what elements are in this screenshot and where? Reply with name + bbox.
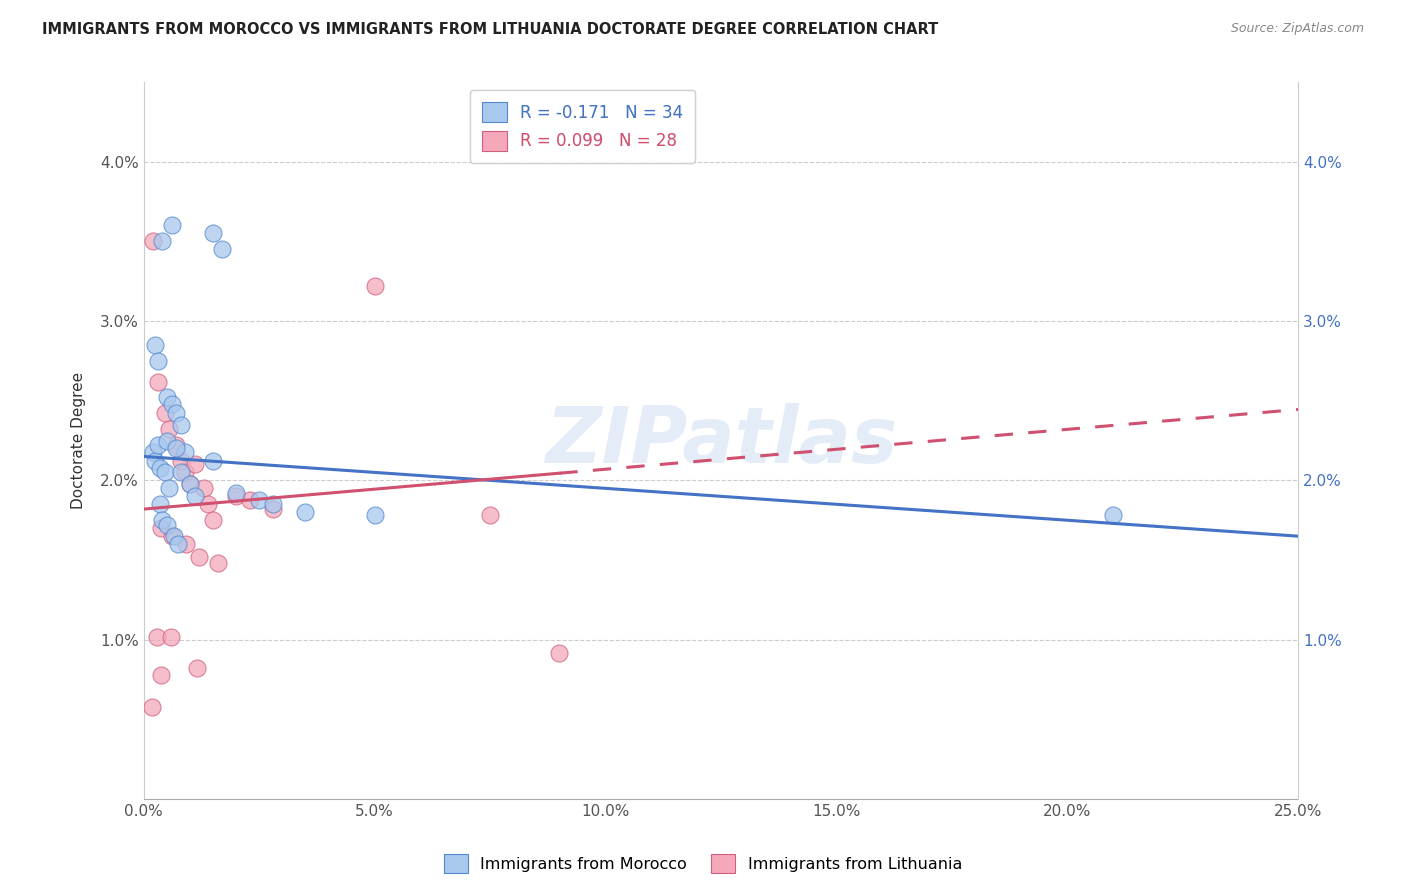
Point (179, 476, 201, 491)
Point (156, 434, 179, 448)
Point (202, 454, 225, 468)
Point (160, 397, 183, 411)
Y-axis label: Doctorate Degree: Doctorate Degree (72, 372, 86, 509)
Point (146, 630, 169, 644)
Point (174, 466, 197, 480)
Point (183, 489, 205, 503)
Point (150, 235, 173, 249)
Point (197, 497, 219, 511)
Point (150, 513, 173, 527)
Point (145, 338, 167, 352)
Point (160, 219, 183, 233)
Point (548, 646, 571, 660)
Point (150, 521, 173, 535)
Point (142, 444, 165, 458)
Point (170, 454, 193, 468)
Point (1102, 508, 1125, 523)
Legend: R = -0.171   N = 34, R = 0.099   N = 28: R = -0.171 N = 34, R = 0.099 N = 28 (470, 90, 695, 162)
Point (193, 481, 215, 495)
Point (145, 454, 167, 468)
Point (188, 549, 211, 564)
Point (207, 556, 229, 570)
Point (165, 406, 187, 420)
Point (157, 481, 180, 495)
Text: ZIPatlas: ZIPatlas (546, 402, 897, 478)
Point (170, 417, 193, 432)
Text: Source: ZipAtlas.com: Source: ZipAtlas.com (1230, 22, 1364, 36)
Point (156, 391, 179, 405)
Point (202, 513, 225, 527)
Point (159, 630, 181, 644)
Point (163, 529, 186, 543)
Legend: Immigrants from Morocco, Immigrants from Lithuania: Immigrants from Morocco, Immigrants from… (437, 847, 969, 880)
Point (262, 502, 284, 516)
Point (170, 466, 193, 480)
Point (149, 460, 172, 475)
Point (142, 235, 165, 249)
Point (179, 476, 201, 491)
Point (176, 537, 198, 551)
Point (183, 458, 205, 472)
Point (479, 508, 502, 523)
Point (239, 492, 262, 507)
Point (211, 242, 233, 256)
Point (364, 279, 387, 293)
Point (162, 529, 184, 543)
Text: IMMIGRANTS FROM MOROCCO VS IMMIGRANTS FROM LITHUANIA DOCTORATE DEGREE CORRELATIO: IMMIGRANTS FROM MOROCCO VS IMMIGRANTS FR… (42, 22, 938, 37)
Point (165, 438, 187, 452)
Point (153, 406, 176, 420)
Point (262, 497, 284, 511)
Point (156, 518, 179, 533)
Point (141, 699, 163, 714)
Point (294, 505, 316, 519)
Point (146, 438, 169, 452)
Point (186, 661, 208, 675)
Point (202, 227, 225, 241)
Point (150, 668, 173, 682)
Point (247, 492, 270, 507)
Point (146, 375, 169, 389)
Point (165, 442, 187, 456)
Point (225, 489, 247, 503)
Point (153, 466, 176, 480)
Point (167, 537, 190, 551)
Point (149, 497, 172, 511)
Point (364, 508, 387, 523)
Point (174, 444, 197, 458)
Point (157, 422, 180, 436)
Point (225, 486, 247, 500)
Point (146, 354, 169, 368)
